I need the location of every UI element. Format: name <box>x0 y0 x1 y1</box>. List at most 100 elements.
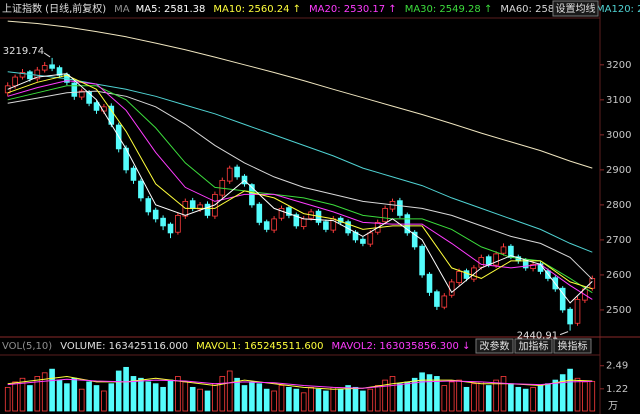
button[interactable] <box>552 0 599 17</box>
legend-entry: MAVOL1: 165245511.600 <box>196 341 323 352</box>
candle-body <box>4 85 11 94</box>
volume-bar <box>286 386 292 412</box>
volume-ma-line <box>7 378 593 389</box>
volume-bar <box>56 379 63 412</box>
volume-bar <box>108 383 115 412</box>
volume-bar <box>404 381 411 412</box>
volume-bar <box>574 377 581 412</box>
candle-body <box>271 218 277 231</box>
volume-bar <box>241 385 248 412</box>
legend-entry: MA10: 2560.24 ↑ <box>213 4 301 15</box>
volume-bar <box>49 368 55 412</box>
y-tick-label: 2700 <box>606 235 631 246</box>
button-label[interactable]: 改参数 <box>480 340 510 353</box>
y-tick-label: 2800 <box>606 200 631 211</box>
candle-body <box>411 231 418 248</box>
chart-title: 上证指数 (日线,前复权) <box>2 2 106 15</box>
button-label[interactable]: 设置均线 <box>556 2 596 15</box>
volume-bar <box>115 370 122 412</box>
candle-body <box>419 245 425 276</box>
candle-body <box>485 256 492 265</box>
y-tick-label: 1.22 <box>606 384 628 395</box>
volume-bar <box>493 379 499 412</box>
ma-label: MA <box>114 4 130 15</box>
annotation: 3219.74 <box>3 46 44 57</box>
volume-bar <box>78 388 85 412</box>
candle-body <box>367 232 374 245</box>
candle-body <box>574 299 581 324</box>
candle-body <box>234 166 240 178</box>
volume-bar <box>582 381 588 412</box>
legend-entry: MA30: 2549.28 ↑ <box>405 4 493 15</box>
candle-body <box>160 217 166 227</box>
candle-body <box>360 238 366 244</box>
volume-bar <box>426 374 433 412</box>
candle-body <box>293 214 300 227</box>
volume-bar <box>397 383 403 412</box>
volume-bar <box>448 381 455 412</box>
y-tick-label: 3100 <box>606 95 631 106</box>
button[interactable] <box>475 338 514 354</box>
candle-body <box>567 308 573 325</box>
ma-line <box>7 73 593 304</box>
volume-bar <box>522 388 529 412</box>
candle-body <box>256 203 263 223</box>
volume-bar <box>589 380 596 412</box>
ma-line <box>7 74 593 290</box>
volume-bar <box>263 388 270 412</box>
volume-bar <box>300 392 307 412</box>
y-tick-label: 3200 <box>606 60 631 71</box>
volume-bar <box>352 386 359 412</box>
volume-bar <box>419 372 425 412</box>
candle-body <box>152 209 159 220</box>
annotation-arrow <box>559 331 569 336</box>
candle-body <box>493 253 499 266</box>
button[interactable] <box>553 338 592 354</box>
volume-bar <box>411 377 418 412</box>
volume-bar <box>27 385 33 412</box>
candle-body <box>559 287 566 311</box>
volume-bar <box>123 366 129 412</box>
volume-bar <box>138 377 144 412</box>
annotation-arrow <box>43 52 51 58</box>
volume-bar <box>271 390 277 412</box>
volume-bar <box>360 390 366 412</box>
volume-bar <box>434 376 440 412</box>
volume-bar <box>485 385 492 412</box>
volume-bar <box>145 381 152 412</box>
annotation: 2440.91 <box>517 331 558 342</box>
volume-bar <box>130 376 137 412</box>
button[interactable] <box>514 338 553 354</box>
volume-bar <box>345 385 351 412</box>
candle-body <box>138 180 144 199</box>
volume-bar <box>175 376 181 412</box>
volume-bar <box>337 388 344 412</box>
candle-body <box>300 218 307 227</box>
volume-bar <box>197 388 203 412</box>
volume-bar <box>278 385 285 412</box>
volume-bar <box>182 381 189 412</box>
button-label[interactable]: 换指标 <box>558 340 588 353</box>
candle-body <box>167 223 174 234</box>
volume-label: VOLUME: 163425116.000 <box>60 341 188 352</box>
volume-ma-line <box>7 375 593 390</box>
volume-bar <box>567 368 573 412</box>
candle-body <box>93 102 100 111</box>
volume-bar <box>367 388 374 412</box>
volume-bar <box>101 390 107 412</box>
volume-bar <box>508 383 514 412</box>
candle-body <box>56 67 63 76</box>
volume-bar <box>167 379 174 412</box>
volume-bar <box>41 372 48 412</box>
button-label[interactable]: 加指标 <box>519 340 549 353</box>
volume-bar <box>219 376 226 412</box>
volume-title: VOL(5,10) <box>2 341 52 352</box>
candle-body <box>478 257 485 268</box>
volume-bar <box>382 379 388 412</box>
candle-body <box>397 200 403 216</box>
candle-body <box>500 246 507 254</box>
candle-body <box>456 271 462 284</box>
volume-bar <box>456 379 462 412</box>
volume-bar <box>234 377 240 412</box>
volume-bar <box>537 385 544 412</box>
